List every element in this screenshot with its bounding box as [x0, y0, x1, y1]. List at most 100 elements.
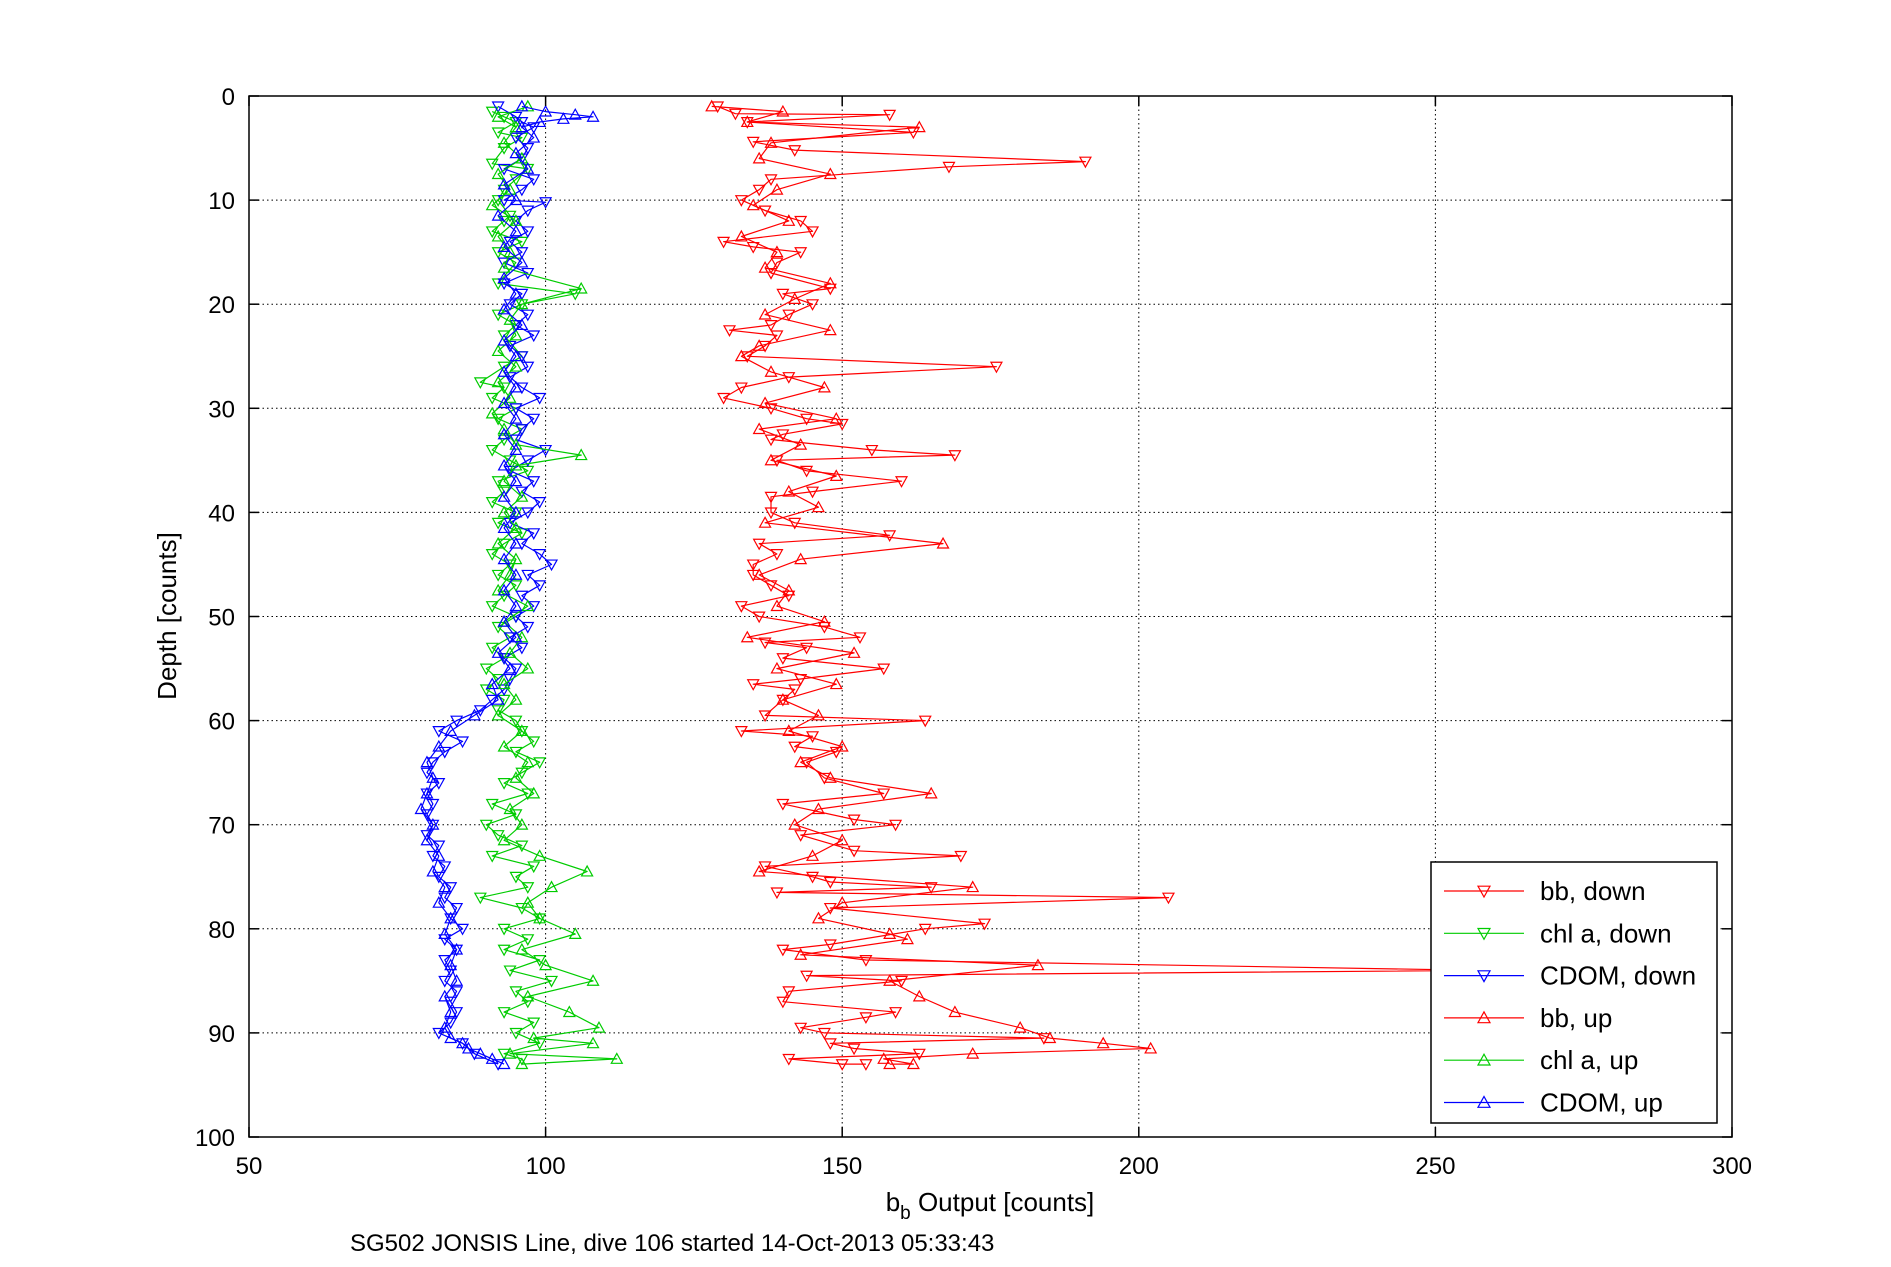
data-point: [806, 226, 820, 239]
data-point: [533, 496, 547, 509]
data-point: [889, 1007, 903, 1019]
data-point: [485, 798, 499, 811]
data-point: [503, 646, 517, 658]
data-point: [521, 205, 535, 218]
data-point: [823, 771, 837, 783]
data-point: [817, 621, 831, 634]
data-point: [497, 944, 511, 957]
data-point: [592, 1020, 606, 1033]
data-point: [521, 162, 535, 174]
data-point: [491, 208, 505, 221]
data-point: [1078, 156, 1092, 169]
data-point: [420, 786, 434, 799]
data-point: [521, 455, 535, 468]
data-point: [485, 1052, 499, 1064]
data-point: [740, 115, 754, 128]
data-point: [521, 507, 535, 520]
data-point: [509, 771, 523, 783]
data-point: [515, 590, 529, 603]
data-point: [515, 255, 529, 268]
data-point: [877, 1052, 891, 1064]
data-point: [829, 746, 843, 759]
data-point: [829, 677, 843, 690]
data-point: [503, 661, 517, 674]
data-point: [770, 257, 784, 270]
data-point: [912, 989, 926, 1002]
data-point: [521, 896, 535, 908]
data-point: [414, 802, 428, 815]
y-tick-label: 80: [208, 917, 235, 944]
data-point: [770, 245, 784, 258]
data-point: [740, 630, 754, 643]
data-point: [420, 830, 434, 842]
data-point: [752, 422, 766, 435]
data-point: [912, 1048, 926, 1061]
data-point: [509, 521, 523, 534]
data-point: [438, 880, 452, 893]
data-point: [509, 349, 523, 362]
data-point: [539, 958, 553, 971]
data-point: [794, 1022, 808, 1035]
data-point: [503, 372, 517, 384]
y-tick-label: 60: [208, 709, 235, 736]
data-point: [491, 101, 505, 114]
data-point: [776, 104, 790, 117]
data-point: [823, 283, 837, 296]
y-tick-label: 70: [208, 813, 235, 840]
data-point: [432, 739, 446, 752]
data-point: [847, 845, 861, 858]
data-point: [782, 986, 796, 998]
data-point: [800, 970, 814, 983]
data-point: [509, 552, 523, 565]
data-point: [515, 942, 529, 955]
x-tick-label: 250: [1415, 1153, 1455, 1180]
data-point: [574, 448, 588, 461]
data-point: [497, 778, 511, 790]
data-point: [746, 559, 760, 572]
data-point: [503, 465, 517, 478]
data-point: [545, 975, 559, 988]
data-point: [776, 288, 790, 301]
data-point: [948, 450, 962, 462]
data-point: [794, 247, 808, 259]
data-point: [491, 705, 505, 717]
data-point: [764, 453, 778, 466]
data-point: [497, 1057, 511, 1070]
x-tick-label: 200: [1119, 1153, 1159, 1180]
data-point: [509, 287, 523, 299]
legend-marker: [1476, 1095, 1492, 1108]
data-point: [438, 955, 452, 967]
data-point: [450, 902, 464, 915]
data-point: [758, 710, 772, 723]
data-point: [515, 486, 529, 499]
legend-item-bb-down: bb, down: [1444, 876, 1646, 906]
data-point: [752, 339, 766, 351]
series-line-cdom-down: [426, 105, 553, 1065]
data-point: [539, 197, 553, 209]
data-point: [491, 536, 505, 549]
data-point: [479, 819, 493, 832]
data-point: [515, 902, 529, 915]
data-point: [515, 247, 529, 259]
legend-label: CDOM, up: [1540, 1088, 1663, 1118]
data-point: [509, 443, 523, 455]
data-point: [491, 375, 505, 388]
data-point: [806, 871, 820, 884]
data-point: [497, 136, 511, 148]
data-point: [752, 184, 766, 197]
legend-item-chl-a-down: chl a, down: [1444, 918, 1672, 948]
data-point: [1144, 1041, 1158, 1054]
data-point: [432, 871, 446, 884]
data-point: [509, 871, 523, 884]
data-point: [438, 892, 452, 905]
data-point: [521, 569, 535, 582]
data-point: [497, 257, 511, 270]
data-point: [752, 611, 766, 624]
data-point: [509, 193, 523, 206]
data-point: [509, 1027, 523, 1040]
series-line-cdom-up: [420, 105, 594, 1065]
data-point: [515, 528, 529, 540]
data-point: [497, 195, 511, 207]
data-point: [859, 1059, 873, 1071]
data-point: [461, 1041, 476, 1054]
